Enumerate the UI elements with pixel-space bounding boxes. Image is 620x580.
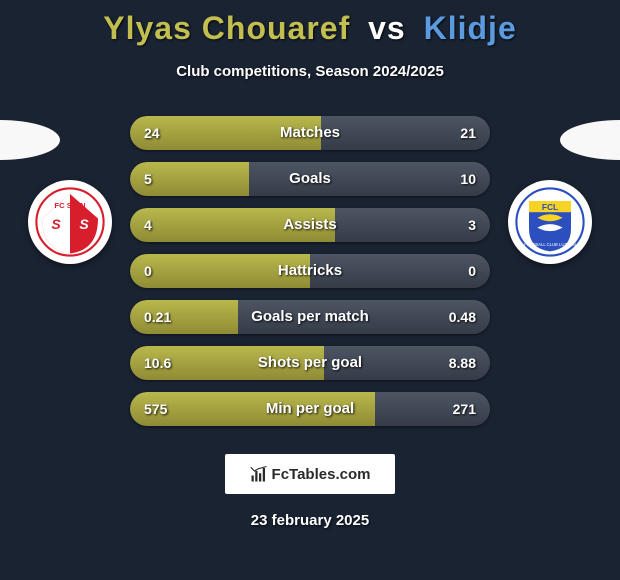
fc-luzern-badge-icon: FCL FUSSBALL CLUB LUZERN	[515, 187, 585, 257]
svg-text:FUSSBALL CLUB LUZERN: FUSSBALL CLUB LUZERN	[524, 242, 576, 247]
player1-name: Ylyas Chouaref	[103, 10, 350, 46]
stat-label: Goals per match	[130, 300, 490, 334]
stat-row: 510Goals	[130, 162, 490, 196]
stat-row: 575271Min per goal	[130, 392, 490, 426]
vs-text: vs	[368, 10, 406, 46]
club-logo-right: FCL FUSSBALL CLUB LUZERN	[508, 180, 592, 264]
stat-row: 0.210.48Goals per match	[130, 300, 490, 334]
bar-chart-icon	[250, 465, 268, 483]
player2-name: Klidje	[424, 10, 517, 46]
stat-label: Assists	[130, 208, 490, 242]
svg-text:FC SION: FC SION	[54, 201, 86, 210]
fc-sion-badge-icon: FC SION S S	[35, 187, 105, 257]
stat-row: 43Assists	[130, 208, 490, 242]
stat-label: Matches	[130, 116, 490, 150]
svg-text:S: S	[51, 216, 61, 232]
stat-row: 10.68.88Shots per goal	[130, 346, 490, 380]
comparison-title: Ylyas Chouaref vs Klidje	[0, 0, 620, 47]
stat-label: Min per goal	[130, 392, 490, 426]
club-logo-left: FC SION S S	[28, 180, 112, 264]
svg-text:FCL: FCL	[542, 202, 558, 212]
branding-text: FcTables.com	[272, 466, 371, 483]
player2-silhouette-placeholder	[560, 120, 620, 160]
stats-container: 2421Matches 510Goals 43Assists 00Hattricks 0…	[130, 116, 490, 426]
subtitle: Club competitions, Season 2024/2025	[0, 63, 620, 80]
stat-label: Shots per goal	[130, 346, 490, 380]
stat-row: 2421Matches	[130, 116, 490, 150]
player1-silhouette-placeholder	[0, 120, 60, 160]
stat-label: Hattricks	[130, 254, 490, 288]
stat-row: 00Hattricks	[130, 254, 490, 288]
branding-box: FcTables.com	[225, 454, 395, 494]
date-text: 23 february 2025	[0, 512, 620, 529]
svg-text:S: S	[79, 216, 89, 232]
stat-label: Goals	[130, 162, 490, 196]
